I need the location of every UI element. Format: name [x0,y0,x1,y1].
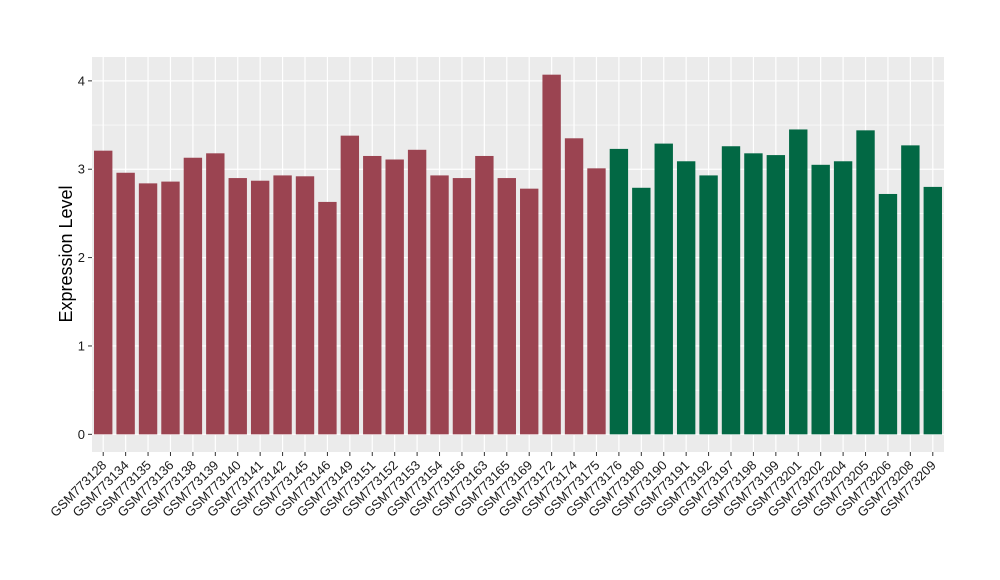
bar [363,155,382,435]
bar [766,155,786,435]
bar [789,129,808,435]
y-tick-label: 2 [78,250,85,265]
bar [587,168,606,435]
bar [430,175,449,435]
bar [676,161,696,435]
bar [721,146,741,435]
bar [407,149,427,435]
bar [811,164,830,435]
bar [318,201,337,435]
bar [497,178,516,435]
bar [699,175,718,435]
bar [475,155,494,435]
bar [833,161,853,435]
bar [94,150,113,435]
bar [856,130,875,435]
y-tick-label: 3 [78,162,85,177]
bar [901,145,920,435]
y-tick-label: 1 [78,338,85,353]
bar [564,138,584,435]
bar [116,172,135,435]
bar [452,178,472,435]
y-axis: 0 1 2 3 4 [78,73,92,442]
y-tick-label: 4 [78,73,85,88]
bar [542,74,561,435]
bar [138,183,158,435]
bar [206,153,225,435]
bar [609,148,629,435]
y-axis-title: Expression Level [56,185,76,322]
bar [273,175,292,435]
bar [744,153,763,435]
bar [250,180,270,435]
bars [94,74,942,435]
bar [183,157,203,435]
bar [340,135,360,435]
bar [520,188,539,435]
bar [878,193,898,435]
y-tick-label: 0 [78,427,85,442]
x-axis: GSM773128GSM773134GSM773135GSM773136GSM7… [47,452,939,520]
bar [654,143,673,435]
bar [228,178,247,435]
bar [295,176,315,435]
bar [161,181,180,435]
bar [923,186,942,435]
bar [385,159,404,435]
bar [632,187,651,435]
